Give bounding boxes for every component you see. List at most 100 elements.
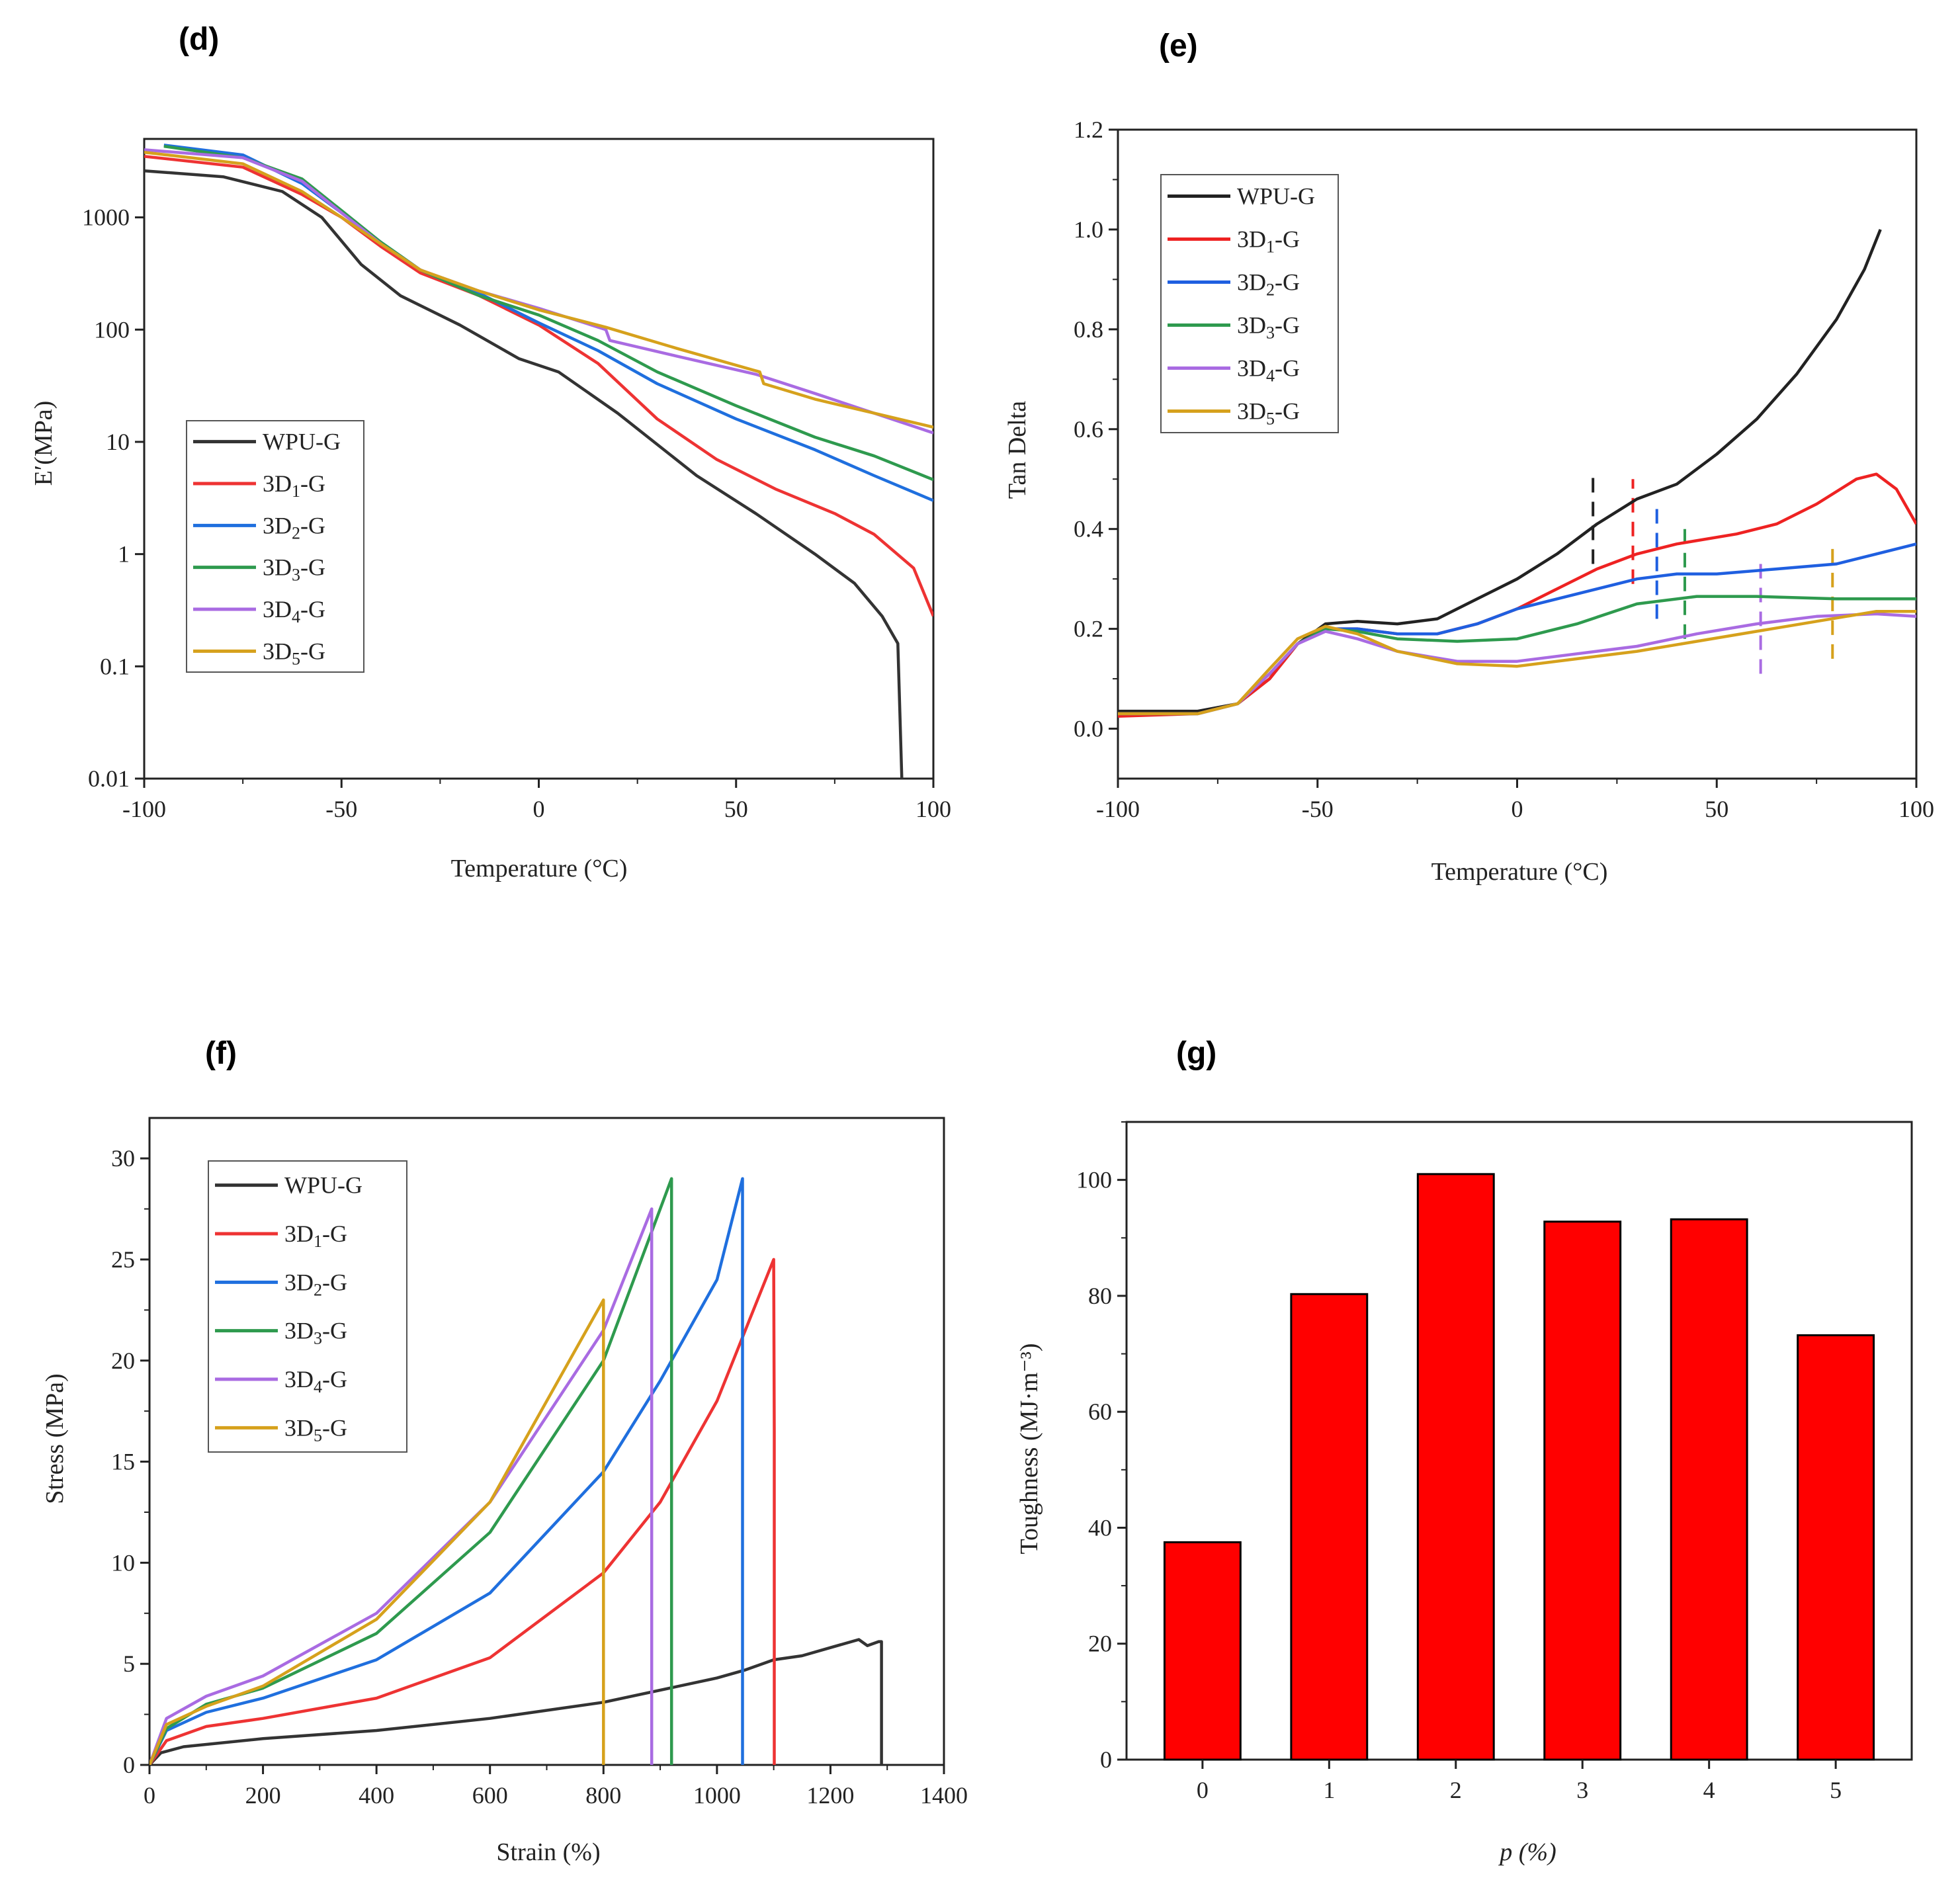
bar-2: [1416, 1173, 1495, 1761]
series-line-3D5-G: [1118, 609, 1916, 716]
legend-box: [1160, 174, 1339, 433]
plot-area-f: 0 200 400 600 800 1000 1200 1400 0 5 10 15 20 25 30 WPU…: [111, 1117, 968, 1809]
y-axis-label-d: E′(MPa): [30, 401, 58, 486]
y-axis-label-e: Tan Delta: [1003, 401, 1031, 499]
y-tick-label: 100: [1076, 1167, 1112, 1193]
y-axis-label-f: Stress (MPa): [41, 1373, 69, 1504]
panel-label-f: (f): [205, 1036, 237, 1071]
y-tick-label: 1: [118, 541, 130, 568]
x-tick-label: -50: [1302, 796, 1334, 822]
x-tick-label: 400: [359, 1782, 394, 1809]
plot-frame: [1125, 1121, 1913, 1761]
legend-entry: WPU-G: [263, 429, 341, 455]
y-tick-label: 1.0: [1074, 216, 1103, 243]
bar-4: [1670, 1218, 1748, 1761]
bar-3: [1543, 1220, 1622, 1761]
legend-entry: 3D2-G: [263, 512, 325, 542]
series-line-3D1-G: [1118, 472, 1916, 718]
series-line-3D3-G: [1118, 595, 1916, 716]
x-axis-label-f: Strain (%): [496, 1838, 600, 1866]
legend-box: [208, 1160, 407, 1453]
x-axis-label-d: Temperature (°C): [451, 855, 628, 882]
y-tick-label: 20: [111, 1347, 135, 1374]
series-line-3D1-G: [149, 1258, 776, 1765]
series-line-WPU-G: [144, 169, 904, 779]
legend-entry: 3D2-G: [1237, 269, 1300, 300]
panel-label-d: (d): [179, 22, 219, 57]
legend-entry: 3D1-G: [1237, 226, 1300, 257]
bar-0: [1163, 1541, 1242, 1761]
x-tick-label: 200: [245, 1782, 281, 1809]
chart-d-storage-modulus: -100 -50 0 50 100 0.01 0.1 1 10 100 1000 WPU-G 3D1-G…: [30, 138, 951, 882]
x-tick-label: 5: [1830, 1777, 1842, 1803]
x-tick-label: 800: [585, 1782, 621, 1809]
plot-area-d: -100 -50 0 50 100 0.01 0.1 1 10 100 1000 WPU-G 3D1-G…: [82, 138, 951, 822]
plot-area-e: -100 -50 0 50 100 0.0 0.2 0.4 0.6 0.8 1.0 1.2 WPU-G 3…: [1074, 116, 1934, 822]
x-tick-label: 100: [916, 796, 951, 822]
x-tick-label: 2: [1450, 1777, 1462, 1803]
series-line-3D2-G: [1118, 542, 1916, 716]
panel-label-g: (g): [1176, 1036, 1216, 1071]
series-group: [1118, 229, 1916, 718]
legend-entry: WPU-G: [1237, 183, 1315, 210]
x-tick-label: 1000: [693, 1782, 741, 1809]
series-group: [149, 1177, 883, 1765]
y-tick-label: 0.01: [88, 765, 130, 792]
x-tick-label: 0: [1512, 796, 1523, 822]
x-tick-label: 3: [1576, 1777, 1588, 1803]
x-tick-label: 50: [724, 796, 748, 822]
plot-area-g: 0 20 40 60 80 100 0 1 2 3 4 5: [1076, 1121, 1913, 1803]
y-tick-label: 5: [123, 1650, 135, 1677]
x-axis-label-e: Temperature (°C): [1431, 858, 1608, 886]
series-line-3D2-G: [149, 1177, 744, 1765]
panel-label-e: (e): [1159, 28, 1198, 64]
series-line-3D4-G: [1118, 612, 1916, 716]
legend-entry: WPU-G: [284, 1172, 362, 1199]
y-tick-label: 0: [123, 1752, 135, 1778]
series-line-3D3-G: [163, 144, 933, 482]
y-tick-label: 0.1: [100, 653, 130, 679]
x-tick-label: -100: [122, 796, 166, 822]
series-line-3D4-G: [144, 148, 933, 435]
y-tick-label: 60: [1088, 1398, 1112, 1425]
x-tick-label: -50: [325, 796, 357, 822]
chart-f-stress-strain: 0 200 400 600 800 1000 1200 1400 0 5 10 15 20 25 30 WPU…: [41, 1117, 968, 1866]
x-tick-label: 1: [1323, 1777, 1335, 1803]
y-tick-label: 0.2: [1074, 616, 1103, 642]
y-tick-label: 40: [1088, 1514, 1112, 1541]
y-tick-label: 0.4: [1074, 516, 1103, 542]
x-tick-label: 0: [1197, 1777, 1209, 1803]
y-tick-label: 80: [1088, 1283, 1112, 1309]
y-tick-label: 0: [1100, 1746, 1112, 1773]
x-tick-label: 100: [1898, 796, 1934, 822]
y-axis-label-g: Toughness (MJ·m⁻³): [1015, 1343, 1043, 1554]
x-tick-label: 0: [144, 1782, 155, 1809]
x-tick-label: -100: [1096, 796, 1140, 822]
y-tick-label: 20: [1088, 1631, 1112, 1657]
series-line-3D5-G: [144, 150, 933, 429]
y-tick-label: 30: [111, 1145, 135, 1172]
x-tick-label: 0: [533, 796, 545, 822]
y-tick-label: 100: [94, 316, 130, 343]
series-line-WPU-G: [149, 1638, 883, 1765]
x-axis-label-g: p (%): [1498, 1838, 1556, 1866]
series-line-3D5-G: [149, 1298, 605, 1765]
y-tick-label: 10: [111, 1549, 135, 1576]
x-tick-label: 1200: [806, 1782, 854, 1809]
y-tick-label: 1.2: [1074, 116, 1103, 143]
legend-entry: 3D1-G: [263, 470, 325, 501]
y-tick-label: 10: [106, 429, 130, 455]
x-tick-label: 50: [1705, 796, 1728, 822]
legend-box: [186, 420, 364, 673]
y-tick-label: 1000: [82, 204, 130, 231]
y-tick-label: 25: [111, 1246, 135, 1273]
y-tick-label: 0.6: [1074, 416, 1103, 443]
chart-g-toughness: 0 20 40 60 80 100 0 1 2 3 4 5 p (%) Toughness (MJ·m…: [1015, 1121, 1913, 1866]
y-tick-label: 15: [111, 1449, 135, 1475]
bar-5: [1797, 1334, 1875, 1761]
series-group: [144, 144, 933, 779]
x-tick-label: 600: [472, 1782, 508, 1809]
